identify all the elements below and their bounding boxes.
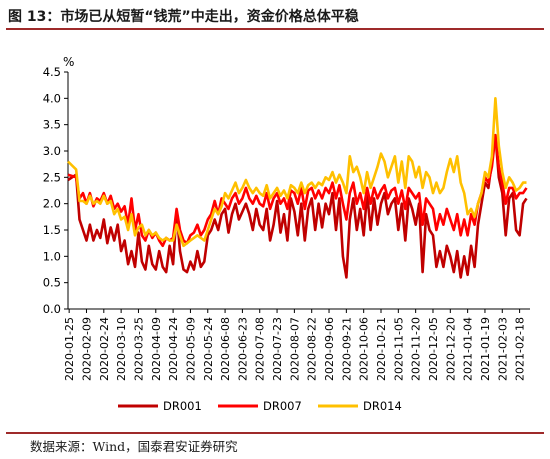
x-tick-label: 2020-10-21 xyxy=(375,317,388,381)
y-tick-label: 2.0 xyxy=(43,197,61,211)
x-tick-label: 2020-02-24 xyxy=(98,317,111,381)
x-tick-label: 2020-11-05 xyxy=(392,317,405,381)
x-tick-label: 2020-09-06 xyxy=(323,317,336,381)
x-tick-label: 2020-08-07 xyxy=(288,317,301,381)
legend-label-dr001: DR001 xyxy=(163,399,202,413)
legend-label-dr007: DR007 xyxy=(263,399,302,413)
y-tick-label: 1.0 xyxy=(43,249,61,263)
x-tick-label: 2020-12-05 xyxy=(427,317,440,381)
title-bar: 图 13：市场已从短暂“钱荒”中走出，资金价格总体平稳 xyxy=(6,4,544,30)
y-tick-label: 4.5 xyxy=(43,65,61,79)
x-tick-label: 2020-03-10 xyxy=(115,317,128,381)
legend-label-dr014: DR014 xyxy=(363,399,402,413)
x-tick-label: 2020-11-20 xyxy=(410,317,423,381)
legend: DR001 DR007 DR014 xyxy=(118,399,402,413)
y-tick-labels: 0.0 0.5 1.0 1.5 2.0 2.5 3.0 3.5 4.0 4.5 xyxy=(43,65,68,316)
x-tick-label: 2021-01-19 xyxy=(479,317,492,381)
series-line-dr001 xyxy=(67,133,528,279)
y-tick-label: 3.0 xyxy=(43,144,61,158)
x-tick-label: 2020-12-20 xyxy=(444,317,457,381)
x-tick-label: 2020-07-23 xyxy=(271,317,284,381)
x-tick-label: 2021-02-18 xyxy=(514,317,527,381)
line-chart: % 0.0 0.5 1.0 1.5 2.0 2.5 3.0 3.5 4.0 4.5 2020-01… xyxy=(43,55,530,413)
x-tick-label: 2020-03-25 xyxy=(132,317,145,381)
y-tick-label: 4.0 xyxy=(43,91,61,105)
series-line-dr014 xyxy=(67,97,527,248)
y-axis-unit-label: % xyxy=(63,55,74,69)
axes xyxy=(67,72,530,310)
x-tick-label: 2020-06-08 xyxy=(219,317,232,381)
x-tick-label: 2020-09-21 xyxy=(340,317,353,381)
y-tick-label: 0.0 xyxy=(43,302,61,316)
x-tick-label: 2020-04-24 xyxy=(167,317,180,381)
x-tick-label: 2020-04-09 xyxy=(150,317,163,381)
x-tick-label: 2020-01-25 xyxy=(63,317,76,381)
series-lines xyxy=(67,97,528,279)
x-tick-labels: 2020-01-25 2020-02-09 2020-02-24 2020-03-10… xyxy=(63,309,527,381)
figure-title: 图 13：市场已从短暂“钱荒”中走出，资金价格总体平稳 xyxy=(8,9,359,25)
y-tick-label: 3.5 xyxy=(43,118,61,132)
y-tick-label: 0.5 xyxy=(43,276,61,290)
source-note: 数据来源：Wind，国泰君安证券研究 xyxy=(30,439,238,454)
x-tick-label: 2021-02-03 xyxy=(496,317,509,381)
x-tick-label: 2020-07-08 xyxy=(254,317,267,381)
x-tick-label: 2021-01-04 xyxy=(462,317,475,381)
y-tick-label: 2.5 xyxy=(43,170,61,184)
x-tick-label: 2020-10-06 xyxy=(358,317,371,381)
x-tick-label: 2020-05-24 xyxy=(202,317,215,381)
source-divider xyxy=(6,432,544,434)
x-tick-label: 2020-05-09 xyxy=(184,317,197,381)
x-tick-label: 2020-06-23 xyxy=(236,317,249,381)
x-tick-label: 2020-02-09 xyxy=(80,317,93,381)
y-tick-label: 1.5 xyxy=(43,223,61,237)
x-tick-label: 2020-08-22 xyxy=(306,317,319,381)
